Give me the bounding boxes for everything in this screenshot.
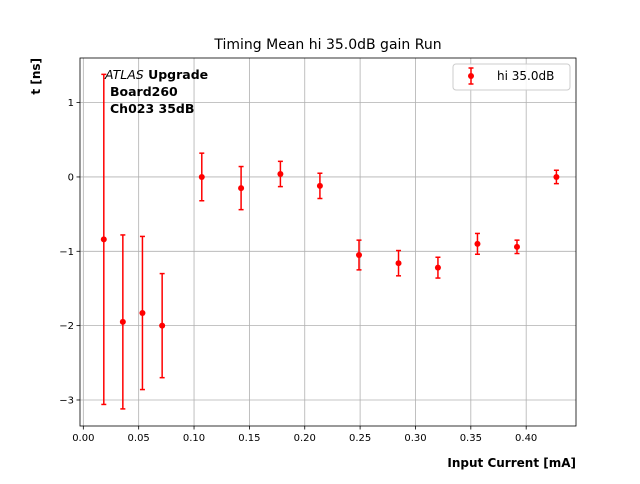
legend-entry-hi-35db: hi 35.0dB [497,69,554,83]
data-point [513,243,520,250]
x-tick-label: 0.35 [460,433,482,444]
legend-box [452,63,571,91]
data-point [100,236,107,243]
axis-ticks: 0.00 0.05 0.10 0.15 0.20 0.25 0.30 0.35 0.40 −3 −2… [59,98,537,444]
y-tick-label: −3 [59,395,74,406]
data-point [395,260,402,267]
x-tick-label: 0.25 [349,433,371,444]
legend-point-marker [468,73,474,79]
data-point [139,309,146,316]
x-tick-label: 0.20 [294,433,316,444]
x-axis-label: Input Current [mA] [447,456,576,470]
atlas-annotation: ATLAS Upgrade Board260 Ch023 35dB [104,67,208,116]
data-point [159,322,166,329]
data-point [316,182,323,189]
annotation-atlas: ATLAS [104,67,144,82]
data-point [434,264,441,271]
x-tick-label: 0.00 [72,433,94,444]
x-tick-label: 0.10 [183,433,205,444]
data-point [277,170,284,177]
plot-frame [79,57,577,427]
y-tick-label: 0 [68,172,74,183]
annotation-upgrade: Upgrade [144,67,208,82]
data-point [356,252,362,259]
data-point [238,185,245,192]
data-point [198,173,205,180]
x-tick-label: 0.30 [404,433,426,444]
y-tick-label: −1 [59,247,74,258]
y-axis-label: t [ns] [29,58,43,95]
data-point [474,240,481,247]
grid [80,58,576,426]
chart-title: Timing Mean hi 35.0dB gain Run [213,37,441,53]
annotation-channel: Ch023 35dB [110,101,194,116]
x-tick-label: 0.40 [515,433,537,444]
svg-text:ATLAS Upgrade: ATLAS Upgrade [104,67,208,82]
x-tick-label: 0.15 [238,433,260,444]
data-point [553,173,560,180]
legend: hi 35.0dB [452,63,571,91]
y-tick-label: 1 [68,98,74,109]
y-tick-label: −2 [59,321,74,332]
data-series [100,73,560,410]
x-tick-label: 0.05 [128,433,150,444]
annotation-board: Board260 [110,84,178,99]
data-point [119,318,126,325]
